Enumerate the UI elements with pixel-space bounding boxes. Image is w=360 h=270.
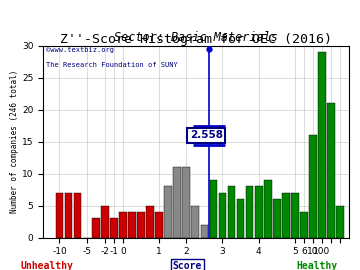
- Bar: [164, 187, 172, 238]
- Bar: [336, 206, 344, 238]
- Bar: [300, 212, 308, 238]
- Bar: [210, 180, 217, 238]
- Text: 2.558: 2.558: [190, 130, 222, 140]
- Bar: [237, 199, 244, 238]
- Bar: [264, 180, 271, 238]
- Bar: [183, 167, 190, 238]
- Text: Unhealthy: Unhealthy: [21, 261, 73, 270]
- Bar: [101, 206, 109, 238]
- Bar: [119, 212, 127, 238]
- Bar: [318, 52, 326, 238]
- Bar: [219, 193, 226, 238]
- Bar: [201, 225, 208, 238]
- Text: The Research Foundation of SUNY: The Research Foundation of SUNY: [46, 62, 178, 68]
- Bar: [137, 212, 145, 238]
- Title: Z''-Score Histogram for OEC (2016): Z''-Score Histogram for OEC (2016): [60, 33, 332, 46]
- Bar: [246, 187, 253, 238]
- Bar: [291, 193, 299, 238]
- Bar: [255, 187, 262, 238]
- Bar: [273, 199, 281, 238]
- Bar: [282, 193, 290, 238]
- Bar: [65, 193, 72, 238]
- Bar: [110, 218, 118, 238]
- Text: Healthy: Healthy: [296, 261, 337, 270]
- Bar: [155, 212, 163, 238]
- Bar: [74, 193, 81, 238]
- Text: ©www.textbiz.org: ©www.textbiz.org: [46, 47, 114, 53]
- Bar: [92, 218, 100, 238]
- Bar: [309, 135, 317, 238]
- Bar: [228, 187, 235, 238]
- Bar: [146, 206, 154, 238]
- Text: Sector: Basic Materials: Sector: Basic Materials: [114, 31, 278, 44]
- Y-axis label: Number of companies (246 total): Number of companies (246 total): [10, 70, 19, 214]
- Text: Score: Score: [172, 261, 202, 270]
- Bar: [128, 212, 136, 238]
- Bar: [56, 193, 63, 238]
- Bar: [174, 167, 181, 238]
- Bar: [327, 103, 335, 238]
- Bar: [192, 206, 199, 238]
